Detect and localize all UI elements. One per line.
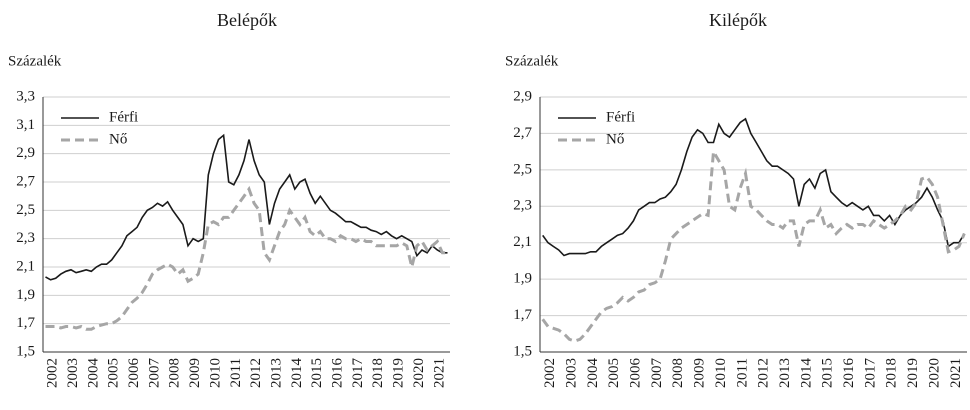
x-tick-label: 2003 <box>65 358 81 388</box>
chart-title: Kilépők <box>709 10 767 30</box>
x-tick-label: 2007 <box>146 358 162 389</box>
y-tick-label: 3,3 <box>16 88 35 104</box>
x-tick-label: 2020 <box>411 358 427 388</box>
x-tick-label: 2006 <box>126 358 142 389</box>
x-tick-label: 2012 <box>248 358 264 388</box>
y-tick-label: 2,3 <box>16 230 35 246</box>
y-tick-label: 1,5 <box>16 343 35 359</box>
x-tick-label: 2008 <box>167 358 183 388</box>
y-tick-label: 2,9 <box>16 145 35 161</box>
x-tick-label: 2002 <box>542 358 558 388</box>
x-tick-label: 2010 <box>207 358 223 388</box>
chart-title: Belépők <box>217 10 277 30</box>
x-tick-label: 2011 <box>734 358 750 387</box>
y-tick-label: 2,3 <box>513 198 532 214</box>
x-tick-label: 2016 <box>841 358 857 389</box>
y-tick-label: 2,9 <box>513 88 532 104</box>
legend-label: Férfi <box>606 109 635 125</box>
x-tick-label: 2018 <box>884 358 900 388</box>
legend-label: Nő <box>109 131 127 147</box>
x-tick-label: 2004 <box>585 358 601 389</box>
y-tick-label: 2,5 <box>16 202 35 218</box>
x-tick-label: 2002 <box>45 358 61 388</box>
legend-label: Nő <box>606 131 624 147</box>
y-tick-label: 2,7 <box>513 125 532 141</box>
x-tick-label: 2006 <box>628 358 644 389</box>
x-tick-label: 2016 <box>330 358 346 389</box>
y-tick-label: 2,7 <box>16 173 35 189</box>
y-tick-label: 1,9 <box>513 271 532 287</box>
data-line <box>45 133 448 281</box>
x-tick-label: 2017 <box>350 358 366 389</box>
y-tick-label: 2,1 <box>513 234 532 250</box>
data-line <box>45 185 448 331</box>
y-tick-label: 3,1 <box>16 117 35 133</box>
x-tick-label: 2013 <box>777 358 793 388</box>
x-tick-label: 2005 <box>106 358 122 388</box>
x-tick-label: 2015 <box>820 358 836 388</box>
x-tick-label: 2014 <box>798 358 814 389</box>
y-tick-label: 1,9 <box>16 287 35 303</box>
y-axis-label: Százalék <box>8 53 62 69</box>
y-axis-label: Százalék <box>505 53 559 69</box>
y-tick-label: 2,1 <box>16 258 35 274</box>
y-tick-label: 2,5 <box>513 161 532 177</box>
x-tick-label: 2007 <box>649 358 665 389</box>
y-tick-label: 1,7 <box>16 315 35 331</box>
x-tick-label: 2009 <box>187 358 203 388</box>
x-tick-label: 2011 <box>228 358 244 387</box>
legend-label: Férfi <box>109 109 138 125</box>
x-tick-label: 2021 <box>431 358 447 388</box>
x-tick-label: 2021 <box>948 358 964 388</box>
x-tick-label: 2004 <box>85 358 101 389</box>
y-tick-label: 1,7 <box>513 307 532 323</box>
x-tick-label: 2003 <box>563 358 579 388</box>
x-tick-label: 2018 <box>370 358 386 388</box>
y-tick-label: 1,5 <box>513 343 532 359</box>
x-tick-label: 2017 <box>862 358 878 389</box>
x-tick-label: 2013 <box>268 358 284 388</box>
data-line <box>541 146 966 343</box>
x-tick-label: 2014 <box>289 358 305 389</box>
x-tick-label: 2008 <box>670 358 686 388</box>
x-tick-label: 2005 <box>606 358 622 388</box>
x-tick-label: 2015 <box>309 358 325 388</box>
x-tick-label: 2010 <box>713 358 729 388</box>
x-tick-label: 2019 <box>391 358 407 388</box>
x-tick-label: 2019 <box>905 358 921 388</box>
x-tick-label: 2009 <box>692 358 708 388</box>
x-tick-label: 2012 <box>756 358 772 388</box>
x-tick-label: 2020 <box>926 358 942 388</box>
